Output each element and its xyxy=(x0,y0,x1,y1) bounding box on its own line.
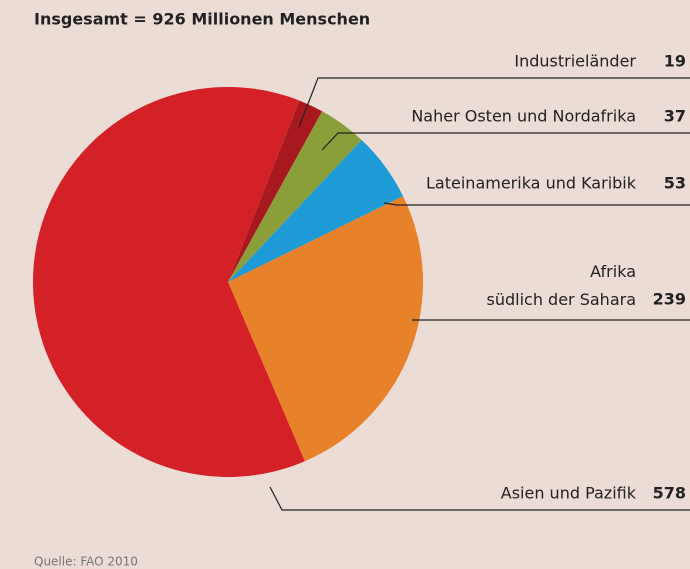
value-label: 578 xyxy=(653,484,686,503)
value-label: 37 xyxy=(664,107,686,126)
pie-slice xyxy=(228,111,362,283)
pie-slice xyxy=(228,140,404,282)
leader-line xyxy=(269,486,690,511)
slice-label: Afrika südlich der Sahara xyxy=(487,262,637,309)
leader-line xyxy=(383,202,690,206)
pie-slice xyxy=(33,86,305,477)
value-label: 19 xyxy=(664,52,686,71)
value-label: 53 xyxy=(664,174,686,193)
slice-label: Naher Osten und Nordafrika xyxy=(411,107,636,126)
slice-label: Lateinamerika und Karibik xyxy=(426,174,637,193)
pie-slice xyxy=(228,196,423,462)
slice-label: Asien und Pazifik xyxy=(501,484,637,503)
leader-line xyxy=(298,77,690,128)
leader-line xyxy=(321,132,690,151)
source: Quelle: FAO 2010 xyxy=(34,555,138,569)
slice-label: Industrieländer xyxy=(514,52,636,71)
value-label: 239 xyxy=(653,290,686,309)
chart-title: Insgesamt = 926 Millionen Menschen xyxy=(34,10,370,29)
pie-slice xyxy=(228,100,323,282)
